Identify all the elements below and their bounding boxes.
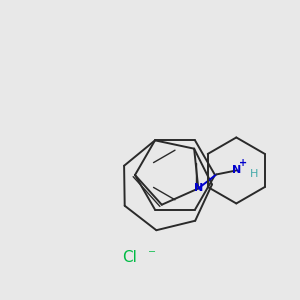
Text: +: +	[239, 158, 248, 169]
Text: N: N	[194, 184, 203, 194]
Text: ⁻: ⁻	[148, 248, 156, 262]
Text: Cl: Cl	[123, 250, 137, 266]
Text: N: N	[232, 166, 241, 176]
Text: H: H	[250, 169, 259, 179]
